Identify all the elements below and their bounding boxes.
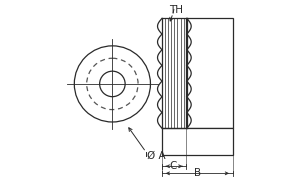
Text: B: B <box>194 168 201 178</box>
Text: TH: TH <box>169 4 183 15</box>
Bar <box>186 18 233 128</box>
Text: Ø A: Ø A <box>147 151 165 161</box>
Bar <box>162 128 233 155</box>
Text: C: C <box>169 161 177 171</box>
